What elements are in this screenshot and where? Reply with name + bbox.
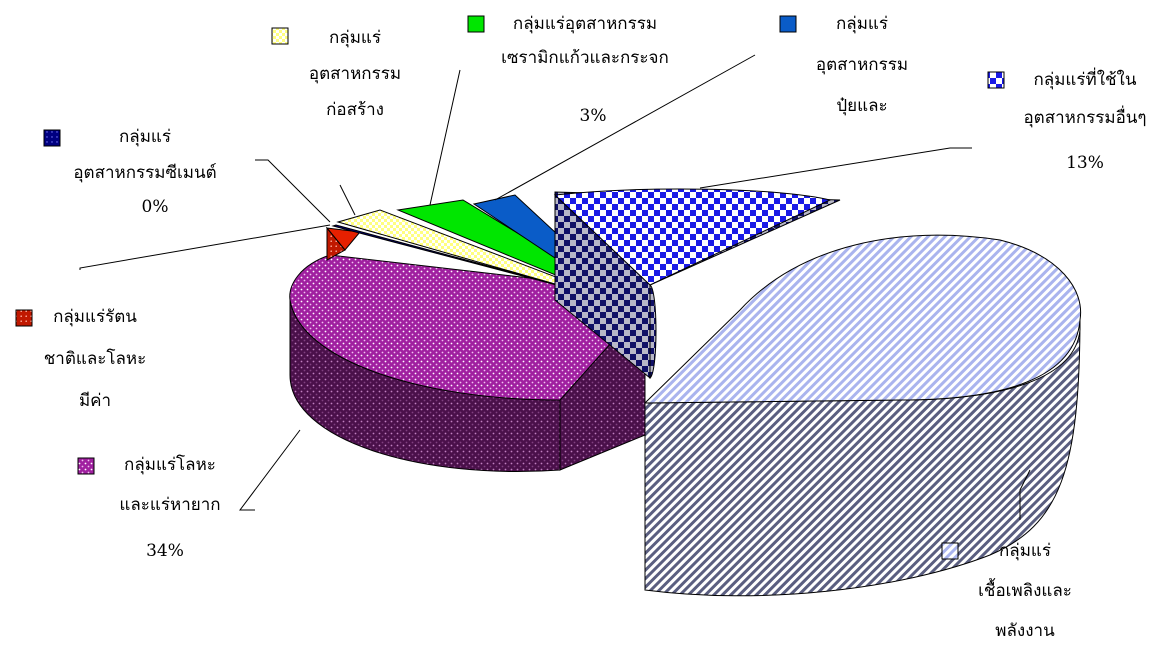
pie-slice-other-face-2: [553, 188, 832, 286]
slice-label-construct: ก่อสร้าง: [326, 100, 384, 120]
legend-swatch-construct: [271, 27, 289, 45]
pie-slice-fuel-face-1: [643, 234, 1082, 404]
slice-value-label-other: 13%: [1066, 153, 1104, 173]
slice-label-ceramic: เซรามิกแก้วและกระจก: [501, 48, 669, 68]
slice-label-fuel: พลังงาน: [995, 621, 1055, 641]
legend-swatch-gem: [15, 309, 33, 327]
slice-label-fertilizer: อุตสาหกรรม: [816, 55, 908, 75]
slice-label-gem: มีค่า: [79, 391, 111, 411]
slice-label-metal: กลุ่มแร่โลหะ: [124, 454, 216, 475]
slice-value-label-metal: 34%: [146, 541, 184, 561]
legend-swatch-other: [987, 71, 1005, 89]
legend-swatch-ceramic: [467, 15, 485, 33]
slice-label-fuel: กลุ่มแร่: [999, 541, 1051, 561]
leader-line: [699, 147, 972, 189]
legend-swatch-cement: [43, 129, 61, 147]
legend-swatch-fuel: [941, 542, 959, 560]
leader-line: [255, 159, 331, 223]
leader-line: [494, 54, 756, 201]
slice-label-other: อุตสาหกรรมอื่นๆ: [1023, 105, 1146, 128]
slice-label-gem: กลุ่มแร่รัตน: [53, 307, 137, 327]
leader-line: [79, 224, 331, 270]
slice-label-other: กลุ่มแร่ที่ใช้ใน: [1034, 67, 1137, 90]
slice-label-gem: ชาติและโลหะ: [44, 348, 147, 369]
leader-line: [1019, 469, 1031, 520]
legend-swatch-fertilizer: [779, 15, 797, 33]
slice-label-fertilizer: กลุ่มแร่: [836, 14, 888, 34]
slice-label-metal: และแร่หายาก: [119, 495, 220, 515]
slice-label-fuel: เชื้อเพลิงและ: [978, 578, 1072, 601]
slice-label-construct: กลุ่มแร่: [329, 28, 381, 48]
slice-label-ceramic: กลุ่มแร่อุตสาหกรรม: [513, 14, 657, 34]
slice-label-cement: กลุ่มแร่: [119, 127, 171, 147]
slice-label-fertilizer: ปุ๋ยและ: [836, 96, 887, 116]
slice-label-construct: อุตสาหกรรม: [309, 64, 401, 84]
pie-slice-fuel: [644, 314, 1081, 597]
pie-slice-gem-face-1: [325, 227, 361, 251]
slice-value-label-ceramic: 3%: [580, 106, 607, 126]
leader-line: [339, 184, 356, 216]
leader-line: [429, 69, 461, 206]
slice-value-label-cement: 0%: [142, 197, 169, 217]
legend-swatch-metal: [77, 457, 95, 475]
slice-label-cement: อุตสาหกรรมซีเมนต์: [73, 163, 216, 183]
leader-line: [239, 429, 301, 511]
